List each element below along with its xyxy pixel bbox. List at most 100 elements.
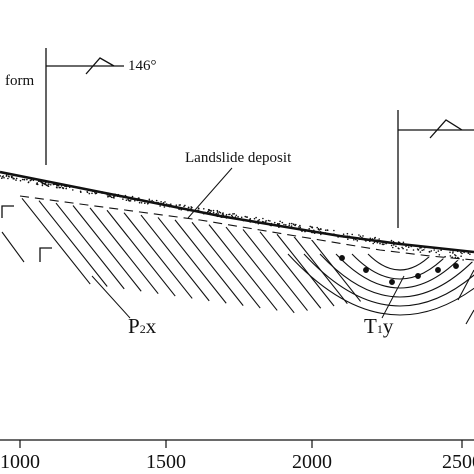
stipple-dot xyxy=(23,178,26,181)
stipple-dot xyxy=(79,190,82,193)
stipple-dot xyxy=(55,186,58,189)
stipple-dot xyxy=(155,199,158,202)
stipple-dot xyxy=(469,253,471,255)
stipple-dot xyxy=(1,175,4,178)
left-section-marker xyxy=(45,48,124,165)
ground-surface xyxy=(0,170,474,254)
stipple-dot xyxy=(294,224,296,227)
stipple-dot xyxy=(233,213,235,215)
bedding-line xyxy=(208,224,278,311)
stipple-dot xyxy=(0,177,3,179)
bedding-line xyxy=(191,221,261,309)
stipple-dot xyxy=(0,175,1,177)
x-tick-label: 1000 xyxy=(0,451,40,473)
bedding-line xyxy=(55,202,125,290)
stipple-dot xyxy=(406,249,408,251)
stipple-dot xyxy=(460,251,462,254)
stipple-dot xyxy=(218,211,221,213)
stipple-dot xyxy=(122,198,124,200)
bedding-line xyxy=(72,205,142,292)
stipple-dot xyxy=(27,181,30,184)
bedding-line xyxy=(1,231,25,263)
stipple-dot xyxy=(419,251,422,253)
stipple-dot xyxy=(421,249,424,252)
stipple-dot xyxy=(351,233,354,236)
stipple-dot xyxy=(342,233,345,235)
stipple-dot xyxy=(109,195,112,198)
stipple-dot xyxy=(274,221,276,224)
x-axis: 1000 1500 2000 2500 xyxy=(0,439,474,473)
stipple-dot xyxy=(44,182,47,184)
stipple-dot xyxy=(212,211,215,214)
stipple-dot xyxy=(433,249,436,251)
stipple-dot xyxy=(390,244,393,247)
stipple-dot xyxy=(401,246,403,249)
stipple-dot xyxy=(347,238,349,240)
landslide-deposit-label: Landslide deposit xyxy=(185,150,292,166)
leader-lines xyxy=(91,167,405,319)
stipple-dot xyxy=(462,259,464,261)
stipple-dot xyxy=(191,206,193,209)
stipple-dot xyxy=(217,213,219,215)
stipple-dot xyxy=(240,216,243,219)
fold-dot xyxy=(389,279,395,285)
stipple-dot xyxy=(258,219,261,221)
stipple-dot xyxy=(262,217,264,220)
stipple-dot xyxy=(353,239,355,241)
bedding-line xyxy=(225,226,295,314)
stipple-dot xyxy=(428,251,431,253)
fold-arc xyxy=(335,253,465,289)
stipple-dot xyxy=(52,183,55,186)
fold-arc xyxy=(287,253,474,316)
stipple-dot xyxy=(437,250,440,252)
stipple-dot xyxy=(178,204,181,206)
stipple-dot xyxy=(299,226,302,229)
stipple-dot xyxy=(358,234,360,236)
bedding-line xyxy=(106,209,176,297)
stipple-dot xyxy=(467,252,470,254)
stipple-dot xyxy=(356,240,359,242)
stipple-dot xyxy=(378,238,381,240)
stipple-dot xyxy=(12,177,14,180)
stipple-dot xyxy=(397,247,400,249)
formation-p2x-label: P2x xyxy=(128,314,157,338)
fold-arc xyxy=(351,253,449,280)
stipple-dot xyxy=(3,176,5,179)
bedding-line xyxy=(89,207,159,295)
stipple-dot xyxy=(134,200,136,202)
stipple-dot xyxy=(160,201,162,203)
stipple-dot xyxy=(423,249,425,251)
stipple-dot xyxy=(407,246,410,248)
stipple-dot xyxy=(449,251,451,254)
stipple-dot xyxy=(311,226,314,228)
stipple-dot xyxy=(131,195,134,198)
stipple-dot xyxy=(164,201,166,203)
fold-dot xyxy=(363,267,369,273)
stipple-dot xyxy=(288,224,291,227)
stipple-dot xyxy=(320,228,322,230)
stipple-dot xyxy=(11,176,14,178)
stipple-dot xyxy=(255,216,257,219)
stipple-dot xyxy=(138,201,141,204)
bedding-line xyxy=(457,269,474,301)
bedding-line xyxy=(140,214,210,302)
stipple-dot xyxy=(125,199,128,201)
stipple-dot xyxy=(47,185,50,187)
x-tick-label: 1500 xyxy=(146,451,186,473)
stipple-dot xyxy=(267,219,270,222)
stipple-dot xyxy=(7,175,10,177)
fold-dot xyxy=(435,267,441,273)
stipple-dot xyxy=(292,223,295,226)
stipple-dot xyxy=(419,247,421,249)
fold-dot xyxy=(415,273,421,279)
stipple-dot xyxy=(107,196,109,198)
stipple-dot xyxy=(208,209,211,212)
stipple-dot xyxy=(5,174,8,176)
stipple-dot xyxy=(379,242,381,245)
stipple-dot xyxy=(88,192,91,195)
stipple-dot xyxy=(127,198,129,201)
stipple-dot xyxy=(324,229,327,231)
bedding-line xyxy=(21,197,91,285)
stipple-dot xyxy=(50,184,52,186)
stipple-dot xyxy=(110,196,113,199)
